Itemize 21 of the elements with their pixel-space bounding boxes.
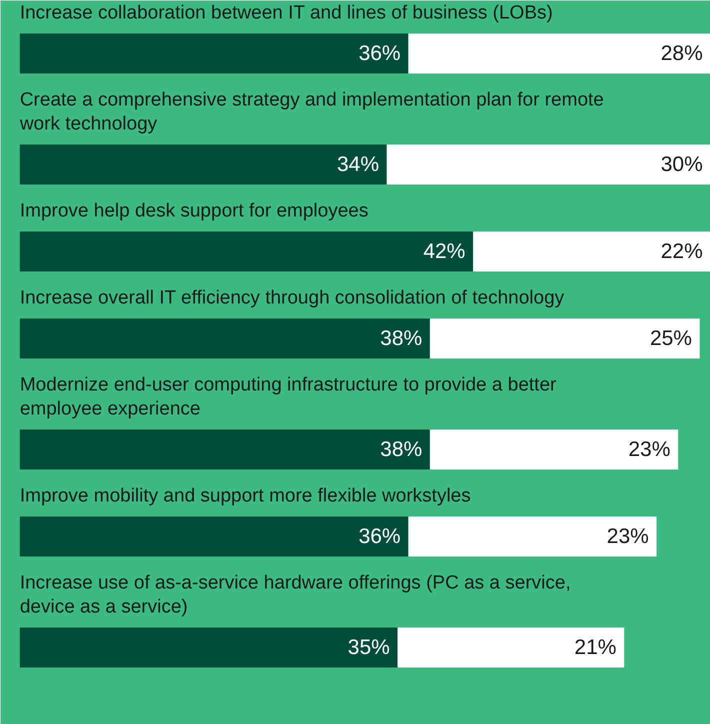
data-label: 30% bbox=[660, 153, 703, 176]
data-label: 23% bbox=[628, 438, 670, 461]
data-label: 22% bbox=[660, 240, 703, 263]
data-label: 35% bbox=[348, 636, 390, 659]
data-label: 38% bbox=[380, 327, 422, 350]
data-label: 23% bbox=[606, 525, 649, 548]
data-label: 38% bbox=[380, 438, 422, 461]
y-tick-label: Increase overall IT efficiency through consolidation of technology bbox=[20, 288, 565, 308]
y-tick-label: Improve help desk support for employees bbox=[20, 200, 368, 222]
data-label: 36% bbox=[358, 42, 401, 65]
y-tick-label: Increase use of as-a-service hardware offerings (PC as a service, device as a service) bbox=[20, 572, 571, 618]
y-tick-label: Improve mobility and support more flexible workstyles bbox=[20, 486, 471, 506]
y-tick-label: Create a comprehensive strategy and implementation plan for remote work technology bbox=[18, 90, 604, 134]
data-label: 36% bbox=[358, 525, 401, 548]
data-label: 34% bbox=[336, 153, 380, 176]
y-tick-label: Modernize end-user computing infrastructure to provide a better employee experience bbox=[20, 374, 558, 420]
y-tick-label: Increase collaboration between IT and lines of business (LOBs) bbox=[20, 2, 553, 24]
data-label: 28% bbox=[660, 42, 703, 65]
data-label: 21% bbox=[574, 636, 616, 659]
data-label: 42% bbox=[423, 240, 466, 263]
data-label: 25% bbox=[650, 327, 692, 350]
